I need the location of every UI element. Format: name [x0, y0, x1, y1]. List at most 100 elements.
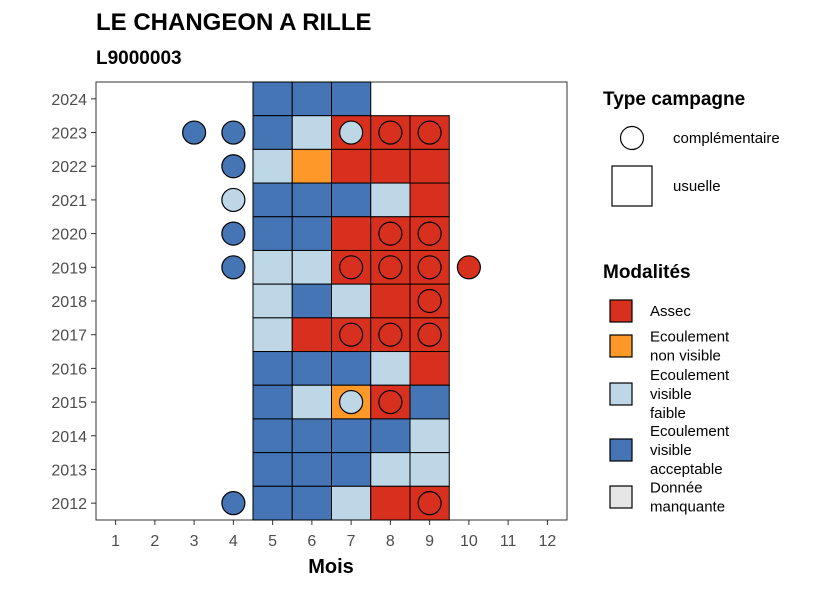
cell-2023-6 [291, 115, 332, 150]
cell-2015-9 [409, 384, 450, 420]
point-2015-8 [378, 389, 403, 415]
chart-subtitle: L9000003 [96, 48, 182, 69]
cell-2013-5 [252, 452, 293, 487]
y-tick-label: 2013 [51, 462, 87, 479]
y-tick-label: 2012 [51, 496, 87, 513]
x-tick-label: 11 [500, 533, 517, 550]
point-2017-8 [378, 322, 403, 347]
cell-2017-6 [291, 317, 332, 353]
cell-2016-5 [252, 351, 293, 386]
legend-type-campagne: Type campagne complémentaire usuelle [603, 89, 780, 207]
legend-fill-label: Donnée manquante [650, 480, 725, 516]
cell-2018-7 [331, 283, 372, 319]
legend-fill-label: Ecoulement non visible [650, 329, 730, 365]
cell-2013-8 [370, 452, 411, 487]
legend-square-icon [611, 165, 653, 207]
point-2022-4 [221, 154, 246, 179]
legend-label-line: visible [650, 442, 692, 459]
y-tick-label: 2024 [51, 92, 87, 109]
y-tick-label: 2018 [51, 294, 87, 311]
cell-2018-8 [370, 283, 411, 319]
cell-2018-5 [252, 283, 293, 319]
legend-label-line: Ecoulement [650, 329, 730, 346]
cell-2019-5 [252, 249, 293, 285]
cell-2022-8 [370, 148, 411, 184]
cell-2016-7 [331, 351, 372, 386]
cell-2016-6 [291, 351, 332, 386]
cell-2024-7 [331, 81, 372, 117]
cell-2018-6 [291, 283, 332, 319]
y-tick-label: 2021 [51, 193, 87, 210]
legend-shape-label: complémentaire [673, 130, 780, 147]
legend-label-line: Assec [650, 303, 691, 320]
y-tick-label: 2014 [51, 429, 87, 446]
legend-label-line: Ecoulement [650, 423, 730, 440]
cell-2014-8 [370, 418, 411, 454]
legend-label-line: faible [650, 405, 686, 422]
cell-2021-5 [252, 182, 293, 218]
legend-label-line: visible [650, 386, 692, 403]
point-2020-8 [378, 221, 403, 246]
cell-2013-7 [331, 452, 372, 487]
point-2012-9 [417, 491, 442, 516]
cell-2012-5 [252, 485, 293, 521]
point-2023-3 [182, 120, 207, 145]
x-tick-label: 9 [425, 533, 434, 550]
x-tick-label: 1 [111, 533, 120, 550]
legend-shape-label: usuelle [673, 178, 721, 195]
cell-2013-6 [291, 452, 332, 487]
cell-2021-6 [291, 182, 332, 218]
point-2019-10 [456, 255, 481, 280]
cell-2012-8 [370, 485, 411, 521]
cell-2012-6 [291, 485, 332, 521]
legend-shape-title: Type campagne [603, 89, 745, 110]
cell-2020-7 [331, 216, 372, 251]
cell-2020-6 [291, 216, 332, 251]
legend-label-line: Ecoulement [650, 367, 730, 384]
x-tick-label: 2 [150, 533, 159, 550]
chart-title: LE CHANGEON A RILLE [96, 9, 372, 36]
y-tick-label: 2020 [51, 227, 87, 244]
x-axis: 1 2 3 4 5 6 7 8 9 10 11 12 [111, 520, 556, 550]
y-tick-label: 2015 [51, 395, 87, 412]
x-tick-label: 4 [229, 533, 238, 550]
cell-2019-6 [291, 249, 332, 285]
legend-label-line: Donnée [650, 480, 703, 497]
point-2020-9 [417, 221, 442, 246]
cell-2022-6 [291, 148, 332, 184]
legend-swatch [609, 382, 633, 406]
cell-2012-7 [331, 485, 372, 521]
legend-label-line: acceptable [650, 461, 723, 478]
point-2015-7 [339, 389, 364, 415]
cell-2015-6 [291, 384, 332, 420]
point-2021-4 [221, 187, 246, 213]
legend-swatch [609, 334, 633, 358]
x-tick-label: 8 [386, 533, 395, 550]
cell-2024-6 [291, 81, 332, 117]
cell-2022-7 [331, 148, 372, 184]
cell-2024-5 [252, 81, 293, 117]
cell-2013-9 [409, 452, 450, 487]
legend-fill-label: Assec [650, 303, 691, 320]
cell-2014-5 [252, 418, 293, 454]
point-2023-8 [378, 120, 403, 145]
point-2018-9 [417, 288, 442, 314]
x-tick-label: 5 [268, 533, 277, 550]
point-2017-7 [339, 322, 364, 347]
cell-2022-5 [252, 148, 293, 184]
x-tick-label: 7 [347, 533, 356, 550]
cell-2014-7 [331, 418, 372, 454]
point-2023-9 [417, 120, 442, 145]
x-tick-label: 6 [307, 533, 316, 550]
x-tick-label: 3 [190, 533, 199, 550]
x-axis-label: Mois [308, 556, 354, 578]
y-tick-label: 2017 [51, 328, 87, 345]
legend-label-line: non visible [650, 348, 721, 365]
cell-2015-5 [252, 384, 293, 420]
legend-swatch [609, 299, 633, 323]
point-2017-9 [417, 322, 442, 347]
cell-2020-5 [252, 216, 293, 251]
cell-2016-8 [370, 351, 411, 386]
